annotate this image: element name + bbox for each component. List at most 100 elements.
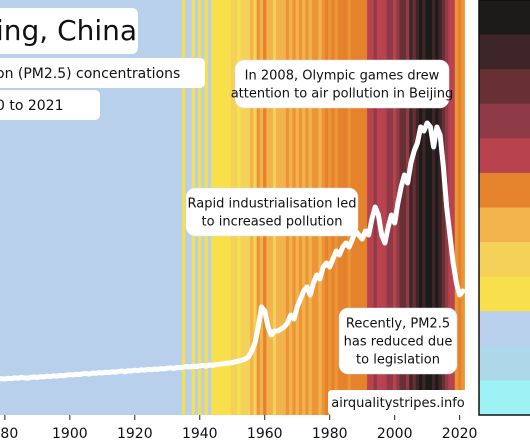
colorbar-cell: [479, 380, 530, 416]
colorbar-cell: [479, 34, 530, 70]
annotation-text: to increased pollution: [202, 215, 343, 230]
stripe: [6, 0, 11, 415]
x-tick-label: 1940: [182, 426, 218, 442]
stripe: [77, 0, 82, 415]
stripe: [383, 0, 387, 415]
stripe: [409, 0, 413, 415]
stripe: [22, 0, 27, 415]
stripe: [146, 0, 150, 415]
stripe: [55, 0, 59, 415]
stripe: [32, 0, 37, 415]
stripe: [159, 0, 163, 415]
stripe: [402, 0, 407, 415]
stripe: [61, 0, 66, 415]
stripe: [425, 0, 430, 415]
stripe: [116, 0, 121, 415]
stripe: [454, 0, 459, 415]
colorbar-cell: [479, 311, 530, 347]
stripe: [107, 0, 111, 415]
stripe: [165, 0, 170, 415]
x-tick-label: 1900: [52, 426, 88, 442]
stripe: [360, 0, 365, 415]
stripe: [74, 0, 79, 415]
stripe: [29, 0, 33, 415]
stripe: [380, 0, 384, 415]
stripe: [129, 0, 134, 415]
stripe: [113, 0, 118, 415]
colorbar-cell: [479, 69, 530, 105]
x-tick-label: 2020: [442, 426, 478, 442]
stripe: [181, 0, 186, 415]
stripe: [419, 0, 423, 415]
annotation-text: attention to air pollution in Beijing: [231, 87, 454, 102]
stripe: [448, 0, 452, 415]
stripe: [386, 0, 391, 415]
stripe: [155, 0, 160, 415]
stripe: [100, 0, 105, 415]
stripe: [178, 0, 183, 415]
stripe: [370, 0, 374, 415]
stripe: [376, 0, 381, 415]
stripe: [103, 0, 108, 415]
title-box: [0, 8, 138, 54]
stripe: [123, 0, 128, 415]
annotation-text: Rapid industrialisation led: [188, 197, 357, 212]
stripe: [68, 0, 72, 415]
stripe: [432, 0, 436, 415]
stripe: [81, 0, 85, 415]
stripe: [461, 0, 465, 415]
colorbar-cell: [479, 103, 530, 139]
stripe: [12, 0, 17, 415]
x-tick-label: 2000: [377, 426, 413, 442]
stripe: [415, 0, 420, 415]
annotation-text: to legislation: [356, 353, 440, 368]
stripe: [406, 0, 410, 415]
stripe: [162, 0, 167, 415]
stripe: [110, 0, 115, 415]
stripe: [172, 0, 176, 415]
stripe: [84, 0, 89, 415]
stripe: [367, 0, 371, 415]
subtitle-box: [0, 58, 205, 88]
stripe: [175, 0, 180, 415]
stripe: [87, 0, 92, 415]
colorbar-frame: [478, 0, 530, 416]
pm25-line: [0, 120, 466, 382]
stripe: [126, 0, 131, 415]
x-tick-label: 1920: [117, 426, 153, 442]
colorbar-cell: [479, 172, 530, 208]
stripe: [9, 0, 14, 415]
stripe: [25, 0, 30, 415]
period: 0 to 2021: [0, 98, 64, 114]
colorbar-cell: [479, 207, 530, 243]
stripe: [51, 0, 56, 415]
stripe: [64, 0, 69, 415]
stripe: [38, 0, 43, 415]
stripe: [458, 0, 462, 415]
annotation-box: [338, 307, 458, 375]
stripe: [16, 0, 20, 415]
stripe: [451, 0, 456, 415]
annotation-box: [234, 59, 450, 109]
stripe: [399, 0, 404, 415]
stripe: [441, 0, 446, 415]
subtitle: on (PM2.5) concentrations: [0, 66, 180, 82]
stripe: [357, 0, 361, 415]
stripe: [438, 0, 443, 415]
stripe: [389, 0, 394, 415]
source: airqualitystripes.info: [331, 396, 465, 411]
x-tick-label: 880: [0, 426, 18, 442]
annotation-text: In 2008, Olympic games drew: [245, 69, 440, 84]
title: ing, China: [0, 14, 137, 47]
stripe: [90, 0, 95, 415]
stripe: [42, 0, 46, 415]
stripe: [133, 0, 137, 415]
stripe: [168, 0, 173, 415]
stripe: [58, 0, 63, 415]
stripe: [71, 0, 76, 415]
colorbar-cell: [479, 242, 530, 278]
stripe: [45, 0, 50, 415]
colorbar-cell: [479, 0, 530, 36]
